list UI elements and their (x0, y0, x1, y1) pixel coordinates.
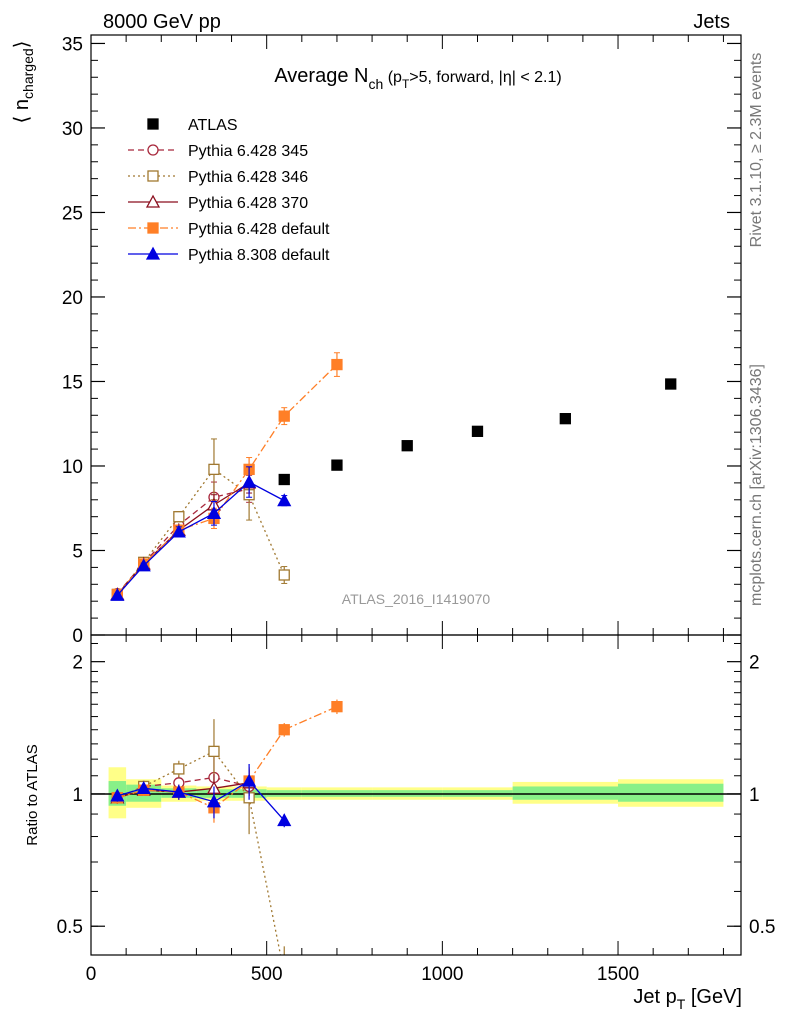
data-point (401, 440, 413, 452)
ratio-data-point (171, 784, 186, 798)
ratio-data-point (208, 745, 220, 758)
rivet-version-label: Rivet 3.1.10, ≥ 2.3M events (748, 53, 765, 248)
ratio-data-point (206, 794, 222, 808)
main-y-tick-label: 30 (62, 119, 83, 140)
ratio-data-point (331, 701, 343, 713)
ratio-data-point (278, 724, 290, 736)
mcplots-label: mcplots.cern.ch [arXiv:1306.3436] (748, 364, 765, 606)
ratio-data-point (277, 813, 292, 827)
series-line (116, 481, 285, 596)
legend-entry: Pythia 6.428 default (128, 221, 330, 238)
data-point (242, 474, 257, 488)
legend-marker (145, 246, 161, 260)
analysis-watermark: ATLAS_2016_I1419070 (342, 591, 491, 607)
data-point (278, 410, 290, 422)
ratio-uncertainty-bands (91, 767, 741, 819)
ratio-panel-axes: 0.5 0.5 1 1 2 2 0 500 1000 1500 (57, 635, 775, 985)
ratio-y-tick-label-right: 0.5 (749, 917, 775, 938)
data-point (136, 558, 151, 572)
main-y-tick-label: 15 (62, 372, 83, 393)
x-tick-label: 0 (86, 964, 97, 985)
legend-entry: Pythia 6.428 345 (128, 143, 308, 160)
legend-label: Pythia 6.428 345 (188, 143, 308, 160)
main-y-tick-label: 5 (72, 541, 83, 562)
ratio-data-point (136, 780, 151, 794)
data-point (277, 493, 292, 507)
data-point (559, 413, 571, 425)
legend-marker (147, 170, 159, 182)
ratio-panel-frame (90, 634, 742, 956)
main-y-tick-label: 35 (62, 34, 83, 55)
x-tick-label: 1500 (597, 964, 639, 985)
main-y-axis-title: ⟨ ncharged⟩ (11, 41, 36, 124)
ratio-panel-series (110, 699, 343, 955)
ratio-y-axis-title: Ratio to ATLAS (24, 744, 41, 845)
legend-label: ATLAS (188, 117, 238, 134)
main-y-tick-label: 10 (62, 457, 83, 478)
series-line (116, 468, 285, 595)
data-point (110, 587, 125, 601)
series-2 (111, 438, 290, 601)
ratio-series-line (117, 750, 282, 955)
main-y-tick-label: 20 (62, 288, 83, 309)
data-point (171, 524, 186, 538)
x-tick-label: 1000 (421, 964, 463, 985)
ratio-y-tick-label: 2 (72, 653, 83, 674)
ratio-data-point (242, 773, 257, 787)
legend-label: Pythia 6.428 default (188, 221, 330, 238)
data-point (665, 378, 677, 390)
header-right-label: Jets (693, 11, 730, 33)
main-y-tick-label: 0 (72, 626, 83, 647)
ratio-green-band (618, 783, 724, 802)
legend-entry: Pythia 6.428 370 (128, 194, 308, 212)
ratio-series-4 (110, 763, 292, 828)
main-panel-axes: 0 5 10 15 20 25 30 35 (62, 34, 741, 647)
ratio-y-tick-label-right: 2 (749, 653, 760, 674)
series-5 (110, 466, 292, 601)
x-axis-title: Jet pT [GeV] (633, 986, 742, 1012)
chart-title: Average Nch (pT>5, forward, |η| < 2.1) (274, 65, 561, 92)
header-left-label: 8000 GeV pp (103, 11, 221, 33)
main-panel-series (110, 352, 677, 601)
ratio-series-1 (111, 719, 285, 955)
ratio-green-band (512, 786, 619, 800)
legend-marker (145, 194, 161, 208)
legend-marker (147, 222, 159, 234)
data-point (331, 358, 343, 371)
series-0 (278, 378, 677, 486)
legend-marker (147, 144, 159, 156)
legend: ATLAS Pythia 6.428 345 Pythia 6.428 346 Pyt… (128, 117, 330, 264)
legend-entry: Pythia 8.308 default (128, 246, 330, 264)
data-point (206, 505, 222, 519)
main-y-tick-label: 25 (62, 203, 83, 224)
legend-entry: ATLAS (147, 117, 238, 134)
data-point (278, 473, 290, 486)
legend-label: Pythia 6.428 370 (188, 195, 308, 212)
ratio-y-tick-label: 0.5 (57, 917, 83, 938)
x-tick-label: 500 (251, 964, 283, 985)
legend-entry: Pythia 6.428 346 (128, 169, 308, 186)
ratio-y-tick-label-right: 1 (749, 785, 760, 806)
data-point (208, 463, 220, 476)
ratio-data-point (110, 788, 125, 802)
ratio-y-tick-label: 1 (72, 785, 83, 806)
legend-marker (147, 118, 159, 130)
series-line (116, 488, 250, 595)
data-point (331, 459, 343, 471)
data-point (471, 425, 484, 437)
data-point (278, 569, 290, 581)
legend-label: Pythia 8.308 default (188, 247, 330, 264)
ratio-data-point (173, 763, 185, 775)
data-point (173, 511, 185, 523)
legend-label: Pythia 6.428 346 (188, 169, 308, 186)
